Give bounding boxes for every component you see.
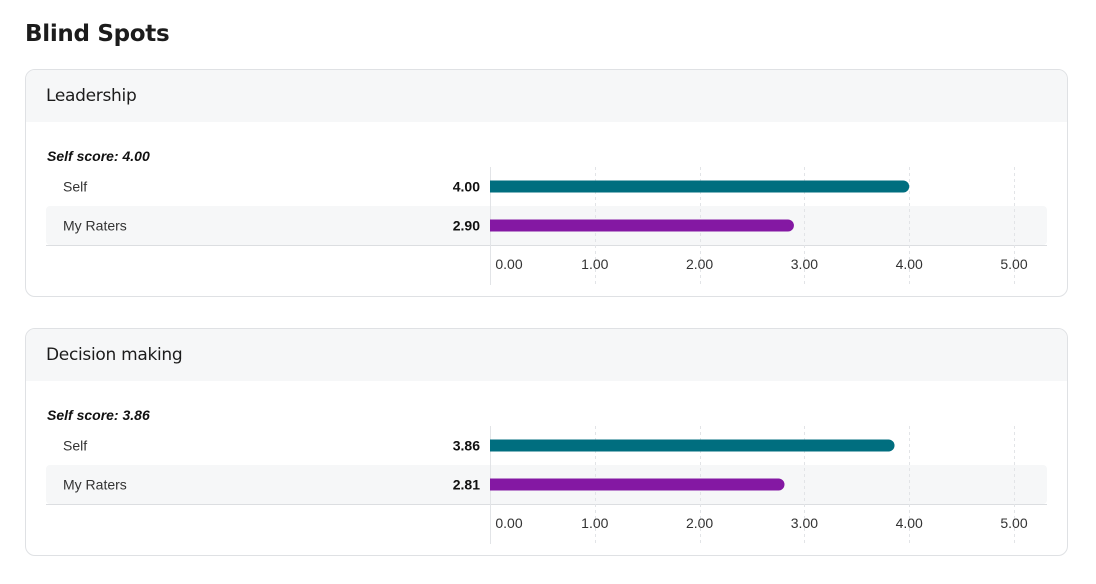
- bar-my-raters-start: [490, 219, 496, 232]
- bar-chart-decision-making: 0.00 1.00 2.00 3.00 4.00 5.00 Self 3.86 My Rater…: [46, 426, 1047, 544]
- x-tick-label: 2.00: [686, 515, 713, 531]
- value-label-self: 3.86: [453, 438, 480, 454]
- bar-self: [490, 439, 895, 452]
- x-tick-label: 0.00: [495, 256, 522, 272]
- card-title: Leadership: [26, 70, 1067, 122]
- page-title: Blind Spots: [25, 21, 170, 47]
- x-tick-label: 0.00: [495, 515, 522, 531]
- self-score-label: Self score: 4.00: [47, 148, 150, 164]
- x-tick-label: 1.00: [581, 256, 608, 272]
- value-label-my-raters: 2.81: [453, 477, 480, 493]
- bar-my-raters: [490, 219, 794, 232]
- value-label-my-raters: 2.90: [453, 218, 480, 234]
- competency-card-leadership: Leadership Self score: 4.00 0.00 1.00 2.00…: [25, 69, 1068, 297]
- category-label-self: Self: [63, 179, 87, 195]
- x-tick-label: 3.00: [791, 515, 818, 531]
- category-label-self: Self: [63, 438, 87, 454]
- competency-card-decision-making: Decision making Self score: 3.86 0.00 1.0…: [25, 328, 1068, 556]
- x-tick-label: 2.00: [686, 256, 713, 272]
- x-tick-label: 5.00: [1000, 515, 1027, 531]
- x-tick-label: 5.00: [1000, 256, 1027, 272]
- card-title: Decision making: [26, 329, 1067, 381]
- bar-chart-leadership: 0.00 1.00 2.00 3.00 4.00 5.00 Self 4.00 My Rater…: [46, 167, 1047, 285]
- bar-self-start: [490, 439, 496, 452]
- bar-my-raters-start: [490, 478, 496, 491]
- category-label-my-raters: My Raters: [63, 218, 127, 234]
- x-tick-label: 4.00: [896, 515, 923, 531]
- x-tick-label: 1.00: [581, 515, 608, 531]
- x-tick-label: 4.00: [896, 256, 923, 272]
- category-label-my-raters: My Raters: [63, 477, 127, 493]
- x-tick-label: 3.00: [791, 256, 818, 272]
- value-label-self: 4.00: [453, 179, 480, 195]
- bar-my-raters: [490, 478, 785, 491]
- self-score-label: Self score: 3.86: [47, 407, 150, 423]
- bar-self: [490, 180, 910, 193]
- bar-self-start: [490, 180, 496, 193]
